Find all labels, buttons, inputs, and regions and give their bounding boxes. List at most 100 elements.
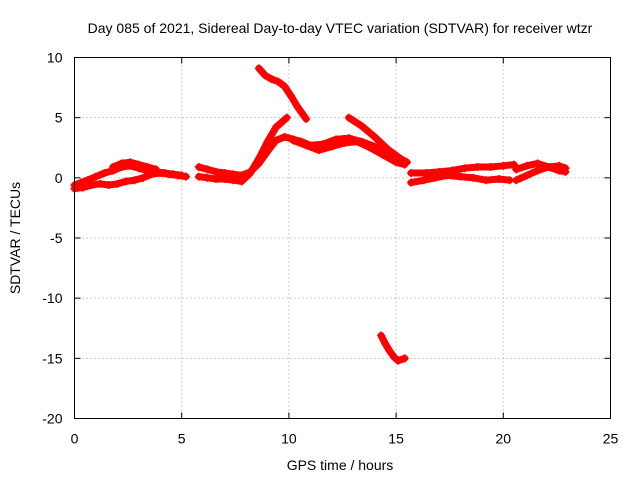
data-point	[555, 166, 564, 175]
series-arc-h	[254, 64, 311, 123]
data-point	[181, 172, 190, 181]
data-point	[287, 92, 296, 101]
data-point	[100, 169, 109, 178]
data-point	[272, 123, 281, 132]
data-point	[173, 171, 182, 180]
series-arc-l	[512, 159, 570, 176]
data-point	[379, 150, 388, 159]
data-point	[130, 176, 139, 185]
data-point	[400, 354, 409, 363]
x-tick-label: 10	[281, 431, 297, 447]
data-point	[327, 142, 336, 151]
data-point	[473, 163, 482, 172]
y-tick-label: 0	[55, 170, 63, 186]
y-tick-label: -20	[42, 411, 62, 427]
data-point	[91, 172, 100, 181]
data-point	[220, 175, 229, 184]
x-tick-label: 15	[388, 431, 404, 447]
data-point	[377, 331, 386, 340]
data-point	[274, 77, 283, 86]
data-point	[194, 172, 203, 181]
data-point	[366, 143, 375, 152]
data-point	[212, 175, 221, 184]
data-point	[396, 154, 405, 163]
data-point	[302, 114, 311, 123]
series-arc-c	[109, 158, 160, 174]
data-point	[495, 175, 504, 184]
data-point	[203, 165, 212, 174]
data-point	[533, 159, 542, 168]
data-point	[104, 181, 113, 190]
data-point	[430, 173, 439, 182]
data-point	[522, 171, 531, 180]
data-point	[134, 160, 143, 169]
data-point	[419, 176, 428, 185]
data-point	[272, 136, 281, 145]
y-axis-label: SDTVAR / TECUs	[7, 182, 23, 294]
data-point	[263, 137, 272, 146]
data-point	[212, 167, 221, 176]
data-point	[389, 353, 398, 362]
data-point	[156, 169, 165, 178]
data-point	[113, 179, 122, 188]
data-point	[512, 176, 521, 185]
data-point	[383, 144, 392, 153]
data-point	[407, 169, 416, 178]
x-tick-label: 20	[496, 431, 512, 447]
data-point	[512, 165, 521, 174]
data-point	[126, 158, 135, 167]
x-tick-label: 0	[71, 431, 79, 447]
data-point	[422, 169, 431, 178]
data-point	[533, 166, 542, 175]
data-point	[79, 183, 88, 192]
x-tick-label: 25	[603, 431, 619, 447]
data-point	[229, 176, 238, 185]
data-point	[314, 146, 323, 155]
data-point	[353, 137, 362, 146]
data-point	[282, 113, 291, 122]
data-point	[381, 339, 390, 348]
data-point	[460, 164, 469, 173]
data-point	[121, 177, 130, 186]
data-point	[246, 169, 255, 178]
data-point	[522, 161, 531, 170]
data-point	[394, 356, 403, 365]
data-point	[499, 161, 508, 170]
y-tick-label: 5	[55, 110, 63, 126]
series-arc-e	[194, 113, 291, 186]
data-point	[407, 178, 416, 187]
data-point	[151, 165, 160, 174]
data-point	[486, 163, 495, 172]
series-band	[289, 137, 409, 169]
data-point	[117, 159, 126, 168]
data-point	[254, 64, 263, 73]
data-point	[402, 158, 411, 167]
data-point	[280, 82, 289, 91]
data-point	[544, 163, 553, 172]
x-tick-label: 5	[178, 431, 186, 447]
data-point	[254, 154, 263, 163]
data-point	[561, 167, 570, 176]
data-point	[237, 177, 246, 186]
data-point	[194, 163, 203, 172]
data-point	[357, 122, 366, 131]
data-point	[370, 132, 379, 141]
series-arc-f	[289, 136, 409, 169]
data-point	[482, 176, 491, 185]
data-point	[385, 347, 394, 356]
data-point	[443, 171, 452, 180]
data-point	[109, 163, 118, 172]
data-point	[340, 138, 349, 147]
plot-frame	[74, 57, 611, 419]
series-arc-m	[377, 331, 409, 365]
series-layer	[70, 64, 570, 365]
y-tick-label: 10	[47, 50, 63, 66]
data-point	[261, 71, 270, 80]
data-point	[96, 179, 105, 188]
data-point	[280, 132, 289, 141]
y-tick-label: -5	[50, 230, 63, 246]
x-axis-label: GPS time / hours	[287, 457, 394, 473]
y-tick-label: -10	[42, 290, 62, 306]
